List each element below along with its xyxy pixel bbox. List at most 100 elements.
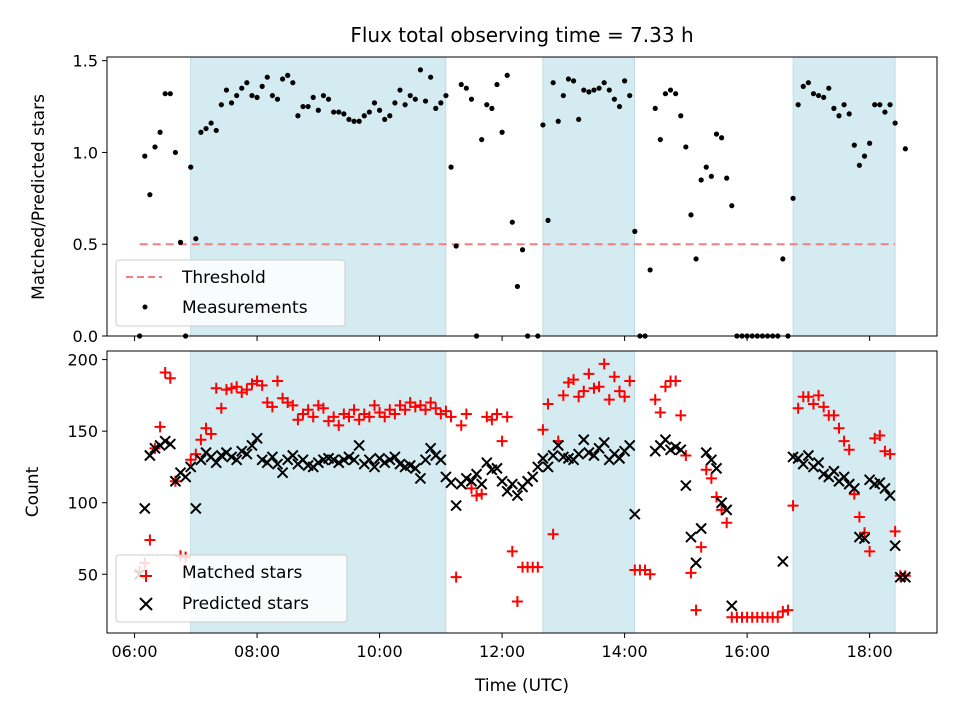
y-tick-label: 150 xyxy=(67,422,98,441)
matched-star-point xyxy=(654,407,666,419)
matched-star-point xyxy=(782,604,794,616)
matched-star-point xyxy=(496,435,508,447)
predicted-star-point xyxy=(195,454,207,466)
measurement-point xyxy=(673,91,679,97)
matched-star-point xyxy=(884,448,896,460)
measurement-point xyxy=(887,102,893,108)
bottom-legend: Matched stars Predicted stars xyxy=(115,554,348,623)
matched-star-point xyxy=(465,482,477,494)
matched-star-point xyxy=(511,596,523,608)
x-tick-label: 08:00 xyxy=(234,642,280,661)
measurement-point xyxy=(698,177,704,183)
measurement-point xyxy=(708,173,714,179)
measurement-point xyxy=(203,125,209,132)
predicted-star-point xyxy=(588,449,600,462)
predicted-star-point xyxy=(230,454,243,466)
measurement-point xyxy=(576,116,582,123)
measurement-point xyxy=(244,80,250,86)
measurement-point xyxy=(867,140,873,146)
measurement-point xyxy=(422,98,429,104)
matched-star-point xyxy=(476,488,488,500)
x-tick-label: 16:00 xyxy=(724,642,770,661)
measurement-point xyxy=(468,96,475,102)
legend-predicted-swatch xyxy=(139,597,153,611)
measurement-point xyxy=(800,83,806,89)
matched-star-point xyxy=(363,411,375,423)
predicted-star-point xyxy=(700,446,712,459)
matched-star-point xyxy=(343,411,355,423)
predicted-star-point xyxy=(680,479,692,492)
measurement-point xyxy=(560,92,566,99)
top-y-axis-label: Matched/Predicted stars xyxy=(29,94,49,300)
matched-star-point xyxy=(460,408,472,420)
measurement-point xyxy=(836,113,842,119)
matched-star-point xyxy=(777,606,789,618)
predicted-star-point xyxy=(777,555,789,568)
predicted-star-point xyxy=(848,482,861,495)
matched-star-point xyxy=(185,454,197,466)
predicted-star-point xyxy=(475,478,488,490)
matched-star-point xyxy=(455,419,467,431)
matched-star-point xyxy=(807,398,819,410)
predicted-star-point xyxy=(629,508,641,520)
predicted-star-point xyxy=(496,475,508,487)
measurement-point xyxy=(611,96,617,102)
measurement-point xyxy=(632,228,638,234)
matched-star-point xyxy=(353,414,365,426)
bottom-panel: 50 100 150 200 06:00 08:00 10:00 12:00 14:00 16:… xyxy=(23,350,938,696)
matched-star-point xyxy=(649,394,661,406)
matched-star-point xyxy=(445,411,457,423)
measurement-point xyxy=(616,103,623,110)
matched-star-point xyxy=(619,391,631,403)
predicted-star-point xyxy=(690,557,702,569)
matched-star-point xyxy=(368,399,380,411)
matched-star-point xyxy=(843,444,855,456)
matched-star-point xyxy=(603,394,615,406)
measurement-point xyxy=(606,87,612,93)
predicted-star-point xyxy=(537,452,549,465)
matched-star-point xyxy=(813,389,825,401)
matched-star-point xyxy=(588,382,600,394)
matched-star-point xyxy=(317,402,329,414)
matched-star-point xyxy=(420,404,432,416)
predicted-star-point xyxy=(726,600,738,612)
matched-star-point xyxy=(818,401,830,413)
measurement-point xyxy=(213,127,219,134)
measurement-point xyxy=(234,92,240,99)
bottom-y-ticks: 50 100 150 200 xyxy=(67,351,107,584)
measurement-point xyxy=(601,80,607,86)
measurement-point xyxy=(662,91,669,97)
measurement-point xyxy=(392,100,398,106)
matched-star-point xyxy=(542,398,554,410)
matched-star-point xyxy=(624,375,636,387)
predicted-star-point xyxy=(251,432,263,445)
matched-star-point xyxy=(573,391,585,403)
observing-window-band xyxy=(792,350,896,634)
matched-star-point xyxy=(144,534,156,546)
measurement-point xyxy=(387,113,393,119)
matched-star-point xyxy=(583,368,595,380)
matched-star-point xyxy=(848,488,860,500)
measurement-point xyxy=(565,76,572,82)
measurement-point xyxy=(172,149,179,156)
measurement-point xyxy=(703,164,709,170)
measurement-point xyxy=(718,135,725,141)
top-x-ticks xyxy=(134,336,871,341)
measurement-point xyxy=(795,102,801,108)
measurement-point xyxy=(780,256,786,262)
matched-star-point xyxy=(675,409,687,421)
measurement-point xyxy=(841,102,847,108)
x-tick-label: 12:00 xyxy=(479,642,525,661)
measurement-point xyxy=(193,236,199,242)
measurement-point xyxy=(892,120,898,126)
predicted-star-point xyxy=(598,436,610,449)
matched-star-point xyxy=(210,382,222,394)
measurement-point xyxy=(412,96,418,102)
predicted-star-point xyxy=(164,438,177,450)
measurement-point xyxy=(157,129,163,135)
measurement-point xyxy=(458,81,464,88)
measurement-point xyxy=(371,100,378,106)
measurement-point xyxy=(627,92,633,99)
measurement-point xyxy=(223,87,230,93)
matched-star-point xyxy=(593,381,605,393)
